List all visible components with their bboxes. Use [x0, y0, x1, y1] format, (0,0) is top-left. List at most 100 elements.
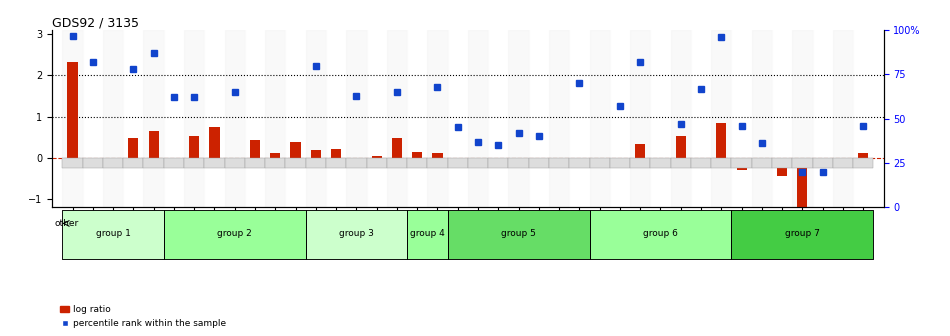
- Bar: [853, 158, 873, 168]
- Bar: [184, 158, 204, 168]
- Bar: [792, 30, 812, 207]
- Bar: [407, 30, 428, 207]
- Bar: [712, 158, 732, 168]
- Bar: [818, 158, 827, 167]
- Bar: [853, 30, 873, 207]
- Bar: [569, 158, 590, 168]
- Bar: [467, 30, 488, 207]
- FancyBboxPatch shape: [732, 210, 873, 259]
- Text: group 7: group 7: [785, 229, 820, 238]
- Bar: [285, 30, 306, 207]
- Bar: [87, 158, 98, 160]
- Bar: [367, 158, 387, 168]
- Bar: [245, 158, 265, 168]
- Bar: [432, 154, 443, 158]
- Bar: [732, 158, 751, 168]
- Text: group 3: group 3: [339, 229, 373, 238]
- Bar: [838, 158, 848, 161]
- Bar: [204, 158, 224, 168]
- Bar: [575, 158, 584, 161]
- Bar: [204, 30, 224, 207]
- Bar: [103, 158, 124, 168]
- Bar: [83, 158, 103, 168]
- Bar: [346, 158, 367, 168]
- Bar: [590, 158, 610, 168]
- Bar: [757, 158, 767, 162]
- Text: group 2: group 2: [218, 229, 252, 238]
- Bar: [508, 158, 529, 168]
- Bar: [311, 150, 321, 158]
- Text: group 4: group 4: [410, 229, 445, 238]
- Bar: [772, 158, 792, 168]
- Bar: [306, 30, 326, 207]
- Text: group 6: group 6: [643, 229, 678, 238]
- Bar: [691, 30, 712, 207]
- Bar: [163, 158, 184, 168]
- Bar: [833, 30, 853, 207]
- Bar: [143, 30, 163, 207]
- Bar: [352, 158, 361, 161]
- Bar: [63, 210, 163, 259]
- Bar: [696, 158, 706, 161]
- Bar: [488, 158, 508, 168]
- Bar: [265, 30, 285, 207]
- Bar: [554, 158, 564, 161]
- Bar: [230, 158, 239, 164]
- Bar: [751, 158, 772, 168]
- Bar: [83, 30, 103, 207]
- Bar: [595, 158, 605, 162]
- Bar: [447, 158, 467, 168]
- Bar: [712, 30, 732, 207]
- Text: GDS92 / 3135: GDS92 / 3135: [52, 16, 140, 29]
- Bar: [590, 30, 610, 207]
- Bar: [651, 30, 671, 207]
- Bar: [732, 210, 873, 259]
- Bar: [493, 158, 504, 161]
- Bar: [407, 210, 447, 259]
- Bar: [224, 30, 245, 207]
- Bar: [163, 30, 184, 207]
- Legend: log ratio, percentile rank within the sample: log ratio, percentile rank within the sa…: [57, 302, 230, 332]
- Text: group 1: group 1: [96, 229, 130, 238]
- Bar: [447, 210, 590, 259]
- Bar: [675, 136, 686, 158]
- FancyBboxPatch shape: [407, 210, 447, 259]
- Bar: [651, 158, 671, 168]
- Bar: [549, 30, 569, 207]
- Bar: [514, 158, 523, 163]
- Bar: [285, 158, 306, 168]
- Bar: [812, 158, 833, 168]
- Bar: [103, 30, 124, 207]
- Bar: [143, 158, 163, 168]
- Bar: [751, 30, 772, 207]
- Bar: [128, 138, 139, 158]
- Bar: [306, 210, 407, 259]
- Bar: [163, 210, 306, 259]
- Bar: [732, 30, 751, 207]
- Bar: [412, 152, 422, 158]
- Bar: [371, 156, 382, 158]
- Bar: [777, 158, 788, 176]
- Bar: [346, 30, 367, 207]
- Bar: [858, 153, 868, 158]
- Bar: [610, 30, 630, 207]
- Bar: [428, 158, 447, 168]
- Bar: [108, 158, 118, 166]
- Bar: [391, 138, 402, 158]
- Bar: [428, 30, 447, 207]
- Bar: [245, 30, 265, 207]
- Bar: [473, 158, 484, 162]
- Bar: [326, 158, 346, 168]
- Bar: [671, 30, 691, 207]
- Bar: [736, 158, 747, 170]
- Bar: [63, 158, 83, 168]
- Bar: [224, 158, 245, 168]
- Bar: [291, 142, 300, 158]
- Bar: [306, 158, 326, 168]
- Bar: [189, 136, 200, 158]
- Bar: [467, 158, 488, 168]
- FancyBboxPatch shape: [306, 210, 407, 259]
- Bar: [534, 158, 544, 162]
- Text: group 5: group 5: [501, 229, 536, 238]
- Bar: [326, 30, 346, 207]
